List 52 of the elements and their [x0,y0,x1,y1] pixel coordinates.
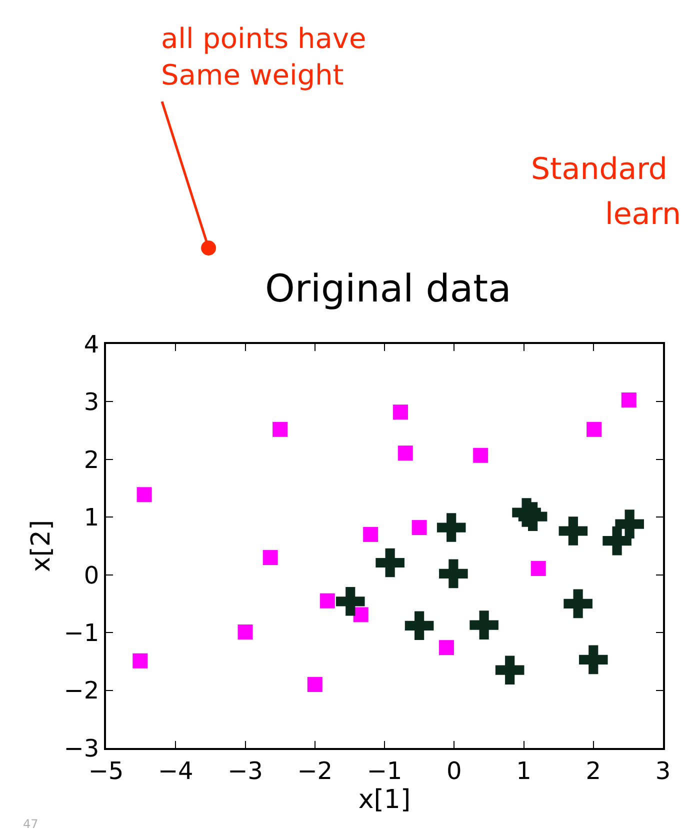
point [404,611,434,640]
point [132,653,148,668]
point [436,513,466,542]
point [586,422,602,437]
point [621,392,636,408]
point [470,610,498,640]
point [602,526,632,556]
x-tick-label: −4 [158,756,194,785]
point [272,422,288,437]
y-axis-title: x[2] [26,520,57,572]
point [393,404,408,420]
point [564,589,592,618]
x-tick-label: 3 [655,756,671,785]
x-tick-label: 2 [586,756,602,785]
text: all points have Same weight [161,22,366,92]
text: learn [605,197,681,232]
point [307,677,322,692]
point [398,446,413,461]
y-tick-label: 3 [84,388,100,416]
x-tick-label: 1 [516,756,532,785]
point [320,593,335,608]
y-tick-label: −1 [64,618,100,647]
point [558,516,588,546]
point [615,510,644,538]
point [473,448,488,463]
y-tick-label: 4 [84,330,100,358]
point [336,587,365,616]
x-tick-label: −2 [297,756,333,785]
point [518,502,548,531]
y-tick-label: 2 [84,446,100,474]
x-axis-title: x[1] [358,784,411,815]
x-tick-label: −3 [228,756,263,785]
y-tick-label: 1 [84,504,100,532]
y-tick-label: 0 [84,561,100,590]
point [136,487,152,502]
point [530,561,546,576]
text: Standard [531,152,668,187]
point [439,559,468,588]
chart-title: Original data [264,266,512,311]
point [412,520,427,536]
text: 47 [23,817,38,829]
point [262,550,278,566]
point [578,645,608,674]
x-tick-label: −1 [366,756,402,785]
y-tick-label: −2 [64,676,100,705]
point [238,624,253,640]
point [438,640,454,656]
point [353,607,368,622]
point [495,656,524,684]
point [376,548,404,578]
x-tick-label: 0 [446,756,462,785]
point [363,526,378,542]
